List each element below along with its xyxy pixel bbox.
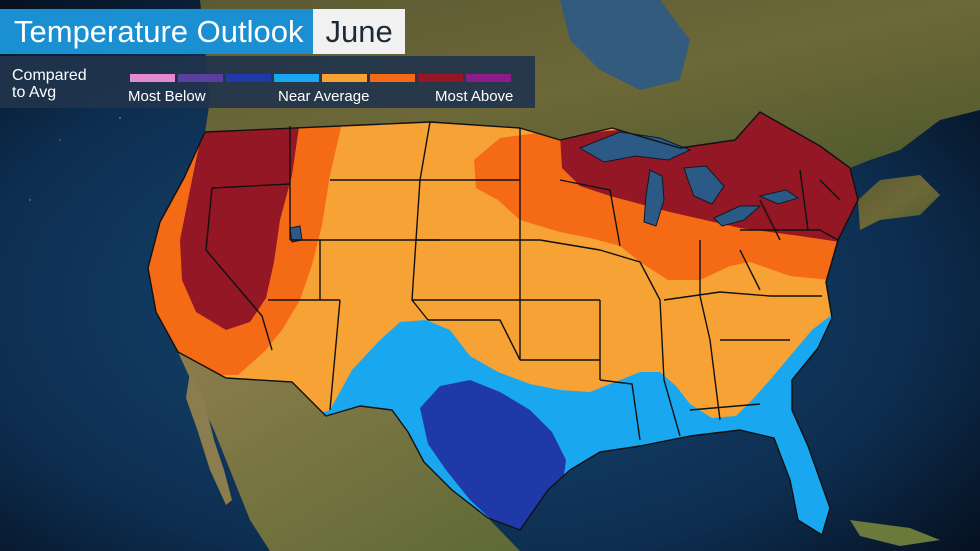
legend-title: Compared to Avg [12, 67, 87, 101]
state-borders [147, 111, 859, 536]
maritimes-landmass [858, 175, 940, 230]
legend-tick-near-average: Near Average [278, 88, 370, 105]
hudson-bay-water [560, 0, 690, 90]
legend-tick-most-above: Most Above [435, 88, 514, 105]
legend-swatch-a1 [322, 74, 367, 82]
legend-title-line2: to Avg [12, 84, 57, 101]
cuba-island [850, 520, 940, 546]
baja-peninsula [186, 372, 232, 505]
legend-swatch-b4 [130, 74, 175, 82]
lake-michigan [643, 169, 665, 227]
legend-swatches [130, 74, 511, 82]
lake-ontario [758, 189, 800, 205]
legend-swatch-b2 [226, 74, 271, 82]
legend-swatch-b3 [178, 74, 223, 82]
legend: Compared to Avg Most Below Near Average … [0, 56, 535, 108]
legend-title-line1: Compared [12, 67, 87, 84]
legend-tick-most-below: Most Below [128, 88, 206, 105]
great-lakes [289, 131, 800, 243]
zone-below-texas [420, 380, 566, 530]
zone-much-above-west [180, 120, 300, 330]
legend-swatch-a2 [370, 74, 415, 82]
legend-swatch-a4 [466, 74, 511, 82]
legend-swatch-b1 [274, 74, 319, 82]
mexico-landmass [178, 352, 520, 551]
map-title: Temperature Outlook [0, 9, 314, 54]
title-bar: Temperature Outlook June [0, 9, 405, 54]
lake-huron [683, 165, 725, 205]
lake-erie [713, 205, 762, 227]
month-label: June [313, 9, 405, 54]
legend-swatch-a3 [418, 74, 463, 82]
